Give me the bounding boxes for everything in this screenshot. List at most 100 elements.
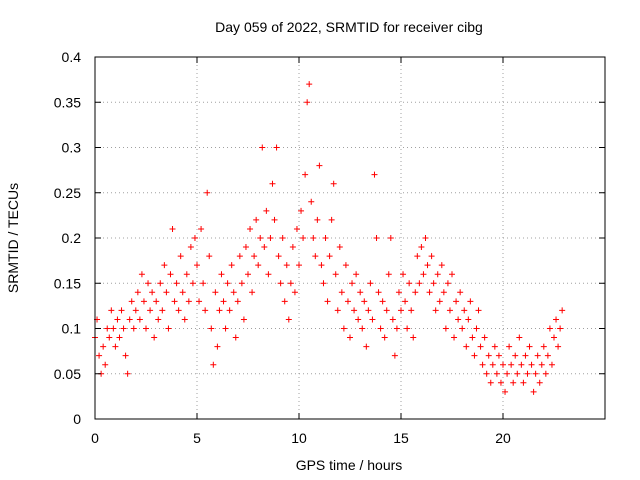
data-point (181, 316, 188, 323)
data-point (179, 289, 186, 296)
data-point (359, 325, 366, 332)
data-point (495, 352, 502, 359)
grid-lines (95, 57, 605, 419)
data-point (424, 262, 431, 269)
data-point (555, 343, 562, 350)
data-point (406, 280, 413, 287)
data-point (357, 289, 364, 296)
data-point (155, 316, 162, 323)
data-point (536, 379, 543, 386)
data-point (245, 271, 251, 278)
data-point (512, 352, 519, 359)
data-point (349, 280, 356, 287)
data-point (410, 334, 417, 341)
data-point (242, 244, 249, 251)
data-point (96, 352, 103, 359)
data-point (151, 334, 158, 341)
data-point (173, 280, 180, 287)
data-point (363, 343, 370, 350)
data-point (500, 361, 506, 368)
data-point (457, 289, 464, 296)
data-point (432, 307, 439, 314)
data-point (461, 307, 468, 314)
y-tick-label: 0.05 (54, 366, 81, 382)
data-point (379, 298, 386, 305)
data-point (361, 298, 368, 305)
data-point (206, 253, 213, 260)
data-point (526, 343, 533, 350)
data-point (469, 334, 476, 341)
data-point (159, 307, 166, 314)
data-point (314, 216, 321, 223)
data-point (202, 307, 209, 314)
data-point (149, 289, 156, 296)
data-point (438, 262, 445, 269)
data-point (459, 325, 466, 332)
data-point (218, 271, 225, 278)
x-axis-label: GPS time / hours (296, 457, 403, 473)
data-point (428, 253, 435, 260)
data-point (302, 171, 309, 178)
data-point (475, 307, 482, 314)
data-point (385, 271, 392, 278)
data-point (169, 225, 176, 232)
data-point (481, 334, 488, 341)
data-point (491, 343, 498, 350)
data-point (287, 280, 294, 287)
y-tick-label: 0.3 (62, 140, 82, 156)
data-point (283, 262, 290, 269)
data-point (200, 280, 207, 287)
data-point (483, 370, 490, 377)
data-point (222, 325, 229, 332)
y-tick-label: 0.15 (54, 275, 81, 291)
data-point (259, 144, 266, 151)
data-point (375, 289, 382, 296)
data-point (395, 289, 402, 296)
data-point (271, 216, 278, 223)
data-point (436, 298, 443, 305)
data-point (198, 225, 205, 232)
data-point (551, 334, 557, 341)
data-point (163, 289, 170, 296)
data-point (538, 361, 545, 368)
data-point (300, 235, 307, 241)
data-point (391, 352, 398, 359)
data-point (504, 370, 511, 377)
data-point (232, 334, 239, 341)
data-point (267, 235, 274, 241)
data-point (422, 235, 429, 241)
x-tick-label: 0 (91, 430, 99, 446)
data-point (247, 225, 254, 232)
data-point (212, 289, 219, 296)
data-point (548, 361, 555, 368)
data-point (528, 361, 535, 368)
data-point (489, 361, 496, 368)
data-point (455, 316, 462, 323)
data-point (398, 307, 404, 314)
data-point (342, 262, 349, 269)
data-point (516, 334, 523, 341)
data-point (497, 379, 504, 386)
data-point (177, 253, 184, 260)
data-point (414, 253, 421, 260)
data-point (293, 225, 300, 232)
data-point (324, 298, 331, 305)
data-point (524, 370, 531, 377)
data-point (473, 325, 480, 332)
data-point (210, 361, 217, 368)
data-point (542, 370, 549, 377)
data-point (240, 316, 247, 323)
data-point (510, 379, 517, 386)
data-point (114, 316, 121, 323)
y-tick-label: 0.25 (54, 185, 81, 201)
data-point (285, 316, 292, 323)
data-point (377, 325, 384, 332)
data-point (102, 361, 109, 368)
data-point (236, 253, 243, 260)
data-point (273, 144, 280, 151)
data-point (161, 262, 168, 269)
data-point (355, 316, 362, 323)
data-point (320, 280, 327, 287)
data-point (544, 352, 551, 359)
